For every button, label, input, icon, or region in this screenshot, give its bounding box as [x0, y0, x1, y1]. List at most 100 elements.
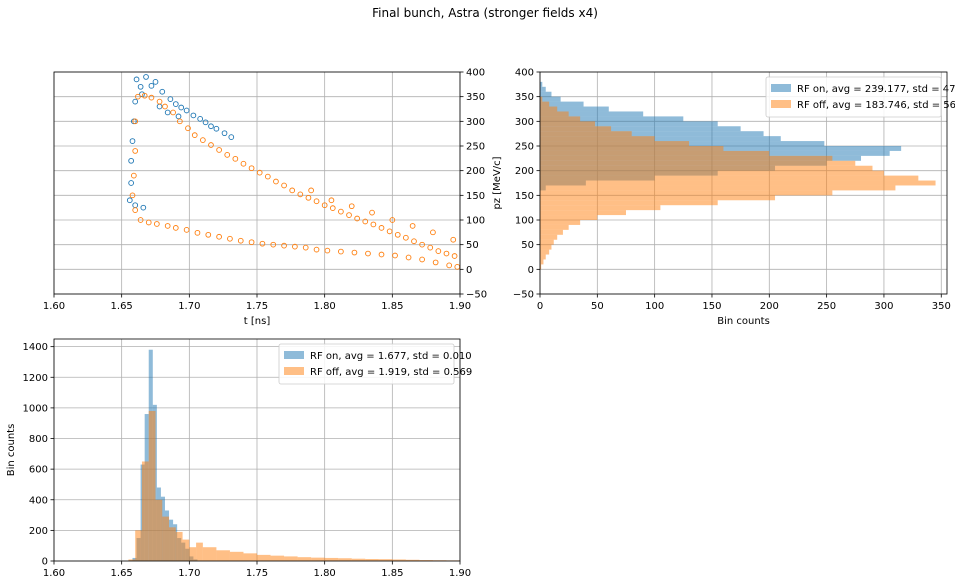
y-tick-label: −50	[513, 290, 534, 301]
plot-frame	[539, 71, 948, 295]
y-tick-label: 100	[466, 216, 485, 227]
scatter-point	[224, 152, 231, 158]
histogram-bar	[540, 111, 569, 117]
scatter-point	[324, 247, 331, 254]
scatter-point	[281, 182, 287, 189]
scatter-point	[164, 223, 171, 229]
scatter-point	[305, 194, 312, 201]
scatter-point	[202, 119, 209, 126]
scatter-point	[172, 225, 179, 231]
histogram-bar	[540, 106, 609, 112]
x-tick-label: 250	[817, 301, 836, 312]
scatter-point	[205, 231, 212, 238]
scatter-point	[190, 112, 197, 119]
histogram-bar	[540, 116, 581, 122]
y-tick-label: 0	[528, 265, 534, 276]
histogram-bar	[540, 106, 558, 112]
scatter-point	[346, 212, 352, 218]
rf-off-histogram-series	[540, 96, 936, 270]
x-tick-label: 300	[874, 301, 893, 312]
scatter-point	[148, 82, 155, 89]
y-tick-label: 250	[466, 142, 485, 153]
legend-label: RF on, avg = 1.677, std = 0.010	[310, 351, 472, 362]
rf-off-scatter-series	[129, 92, 461, 270]
scatter-point	[369, 209, 375, 216]
scatter-point	[129, 138, 136, 144]
histogram-bar	[540, 175, 919, 181]
scatter-point	[348, 203, 355, 210]
histogram-bar	[540, 111, 644, 117]
histogram-bar	[216, 550, 230, 561]
histogram-bar	[540, 96, 561, 102]
y-tick-label: 200	[29, 526, 48, 537]
scatter-point	[409, 223, 416, 229]
scatter-point	[200, 137, 206, 143]
scatter-point	[451, 253, 458, 259]
scatter-point	[154, 221, 160, 227]
scatter-point	[228, 134, 235, 140]
histogram-bar	[196, 542, 203, 561]
legend-swatch	[284, 367, 304, 375]
histogram-bar	[419, 560, 433, 561]
histogram-bar	[540, 210, 626, 216]
y-axis-label: Bin counts	[6, 424, 17, 477]
histogram-bar	[540, 126, 741, 132]
histogram-bar	[540, 121, 718, 127]
histogram-bar	[540, 239, 554, 245]
scatter-point	[208, 142, 214, 148]
scatter-point	[450, 236, 457, 243]
scatter-point	[432, 259, 439, 266]
y-tick-label: 1200	[23, 373, 48, 384]
x-tick-label: 150	[702, 301, 721, 312]
scatter-point	[338, 248, 344, 255]
y-tick-label: 50	[521, 240, 534, 251]
figure-title: Final bunch, Astra (stronger fields x4)	[372, 6, 598, 20]
histogram-bar	[189, 547, 197, 561]
scatter-point	[362, 218, 369, 225]
histogram-bar	[365, 559, 379, 561]
scatter-point	[132, 202, 139, 209]
scatter-point	[405, 254, 412, 261]
histogram-bar	[540, 229, 563, 235]
scatter-point	[216, 147, 222, 153]
histogram-bar	[540, 86, 546, 92]
scatter-point	[256, 169, 263, 176]
scatter-point	[132, 207, 139, 213]
scatter-point	[365, 250, 371, 257]
y-tick-label: 1400	[23, 342, 48, 353]
y-tick-label: 800	[29, 434, 48, 445]
scatter-point	[292, 243, 298, 250]
scatter-point	[156, 98, 163, 105]
x-tick-label: 100	[645, 301, 664, 312]
x-tick-label: 1.75	[246, 301, 268, 312]
histogram-bar	[202, 547, 217, 561]
legend-box	[278, 343, 455, 385]
scatter-point	[411, 238, 417, 245]
histogram-bar	[229, 551, 244, 561]
histogram-bar	[378, 559, 393, 561]
y-tick-label: 150	[515, 191, 534, 202]
histogram-bar	[257, 554, 271, 561]
histogram-bar	[540, 91, 552, 97]
plot-frame	[53, 71, 461, 295]
scatter-point	[248, 165, 255, 172]
scatter-point	[167, 96, 174, 102]
scatter-point	[248, 239, 255, 246]
histogram-bar	[169, 527, 176, 561]
histogram-bar	[540, 146, 724, 151]
scatter-point	[216, 233, 222, 240]
scatter-point	[162, 103, 168, 110]
y-tick-label: 600	[29, 465, 48, 476]
scatter-point	[378, 251, 385, 258]
histogram-bar	[540, 185, 896, 191]
y-tick-label: 300	[466, 117, 485, 128]
x-tick-label: 1.85	[381, 301, 403, 312]
histogram-bar	[540, 224, 569, 230]
pz-histogram-panel: 0 50 100 150 200 250 300 350−500501001502002503…	[513, 68, 955, 328]
scatter-point	[419, 256, 425, 263]
histogram-bar	[540, 195, 776, 201]
scatter-point	[197, 116, 204, 122]
x-axis-label: t [ns]	[244, 316, 271, 327]
histogram-bar	[338, 558, 352, 561]
scatter-point	[329, 205, 336, 212]
